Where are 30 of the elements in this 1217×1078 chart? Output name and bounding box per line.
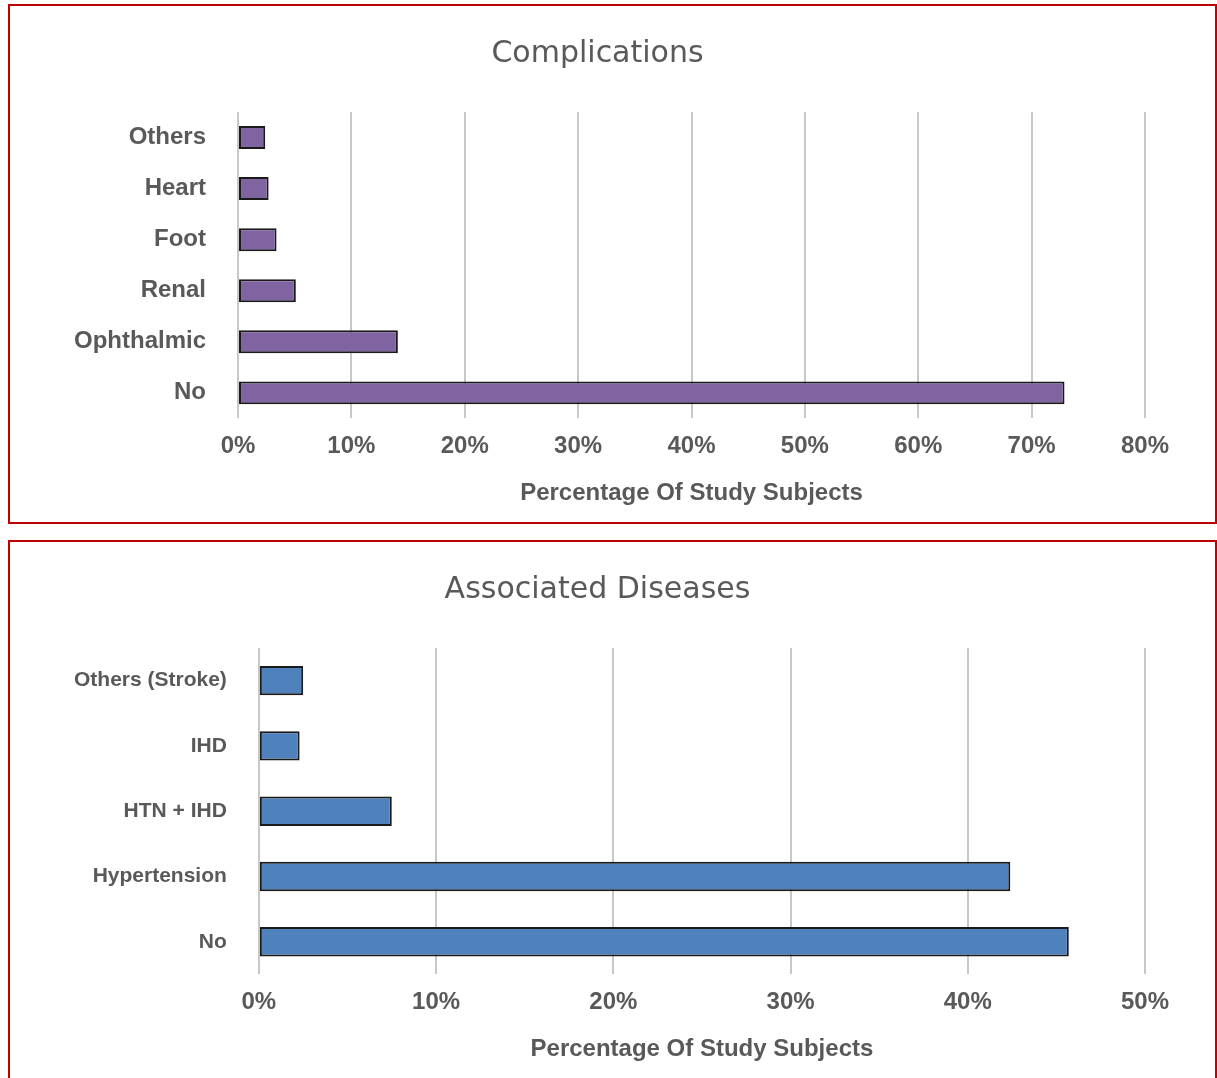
y-tick-label: Ophthalmic <box>74 326 207 354</box>
x-tick-label: 30% <box>766 987 815 1015</box>
x-tick-label: 50% <box>780 431 829 459</box>
y-tick-label: No <box>198 928 227 952</box>
y-tick-label: Hypertension <box>92 863 227 887</box>
x-tick-label: 50% <box>1120 987 1170 1015</box>
y-tick-label: IHD <box>190 732 227 756</box>
x-tick-label: 20% <box>589 987 638 1015</box>
y-tick-label: Heart <box>144 173 207 201</box>
x-axis-title: Percentage Of Study Subjects <box>530 1034 874 1062</box>
x-tick-label: 40% <box>667 431 716 459</box>
x-tick-label: 0% <box>220 431 256 459</box>
x-tick-label: 10% <box>412 987 461 1015</box>
y-tick-label: HTN + IHD <box>123 798 227 821</box>
y-tick-label: Others <box>128 122 207 150</box>
chart-title: Associated Diseases <box>444 569 751 605</box>
x-tick-label: 80% <box>1120 431 1170 459</box>
chart-title: Complications <box>491 33 704 69</box>
y-tick-label: Renal <box>140 275 207 303</box>
x-tick-label: 30% <box>554 431 603 459</box>
x-tick-label: 40% <box>943 987 992 1015</box>
x-tick-label: 70% <box>1007 431 1056 459</box>
y-tick-label: No <box>174 377 207 405</box>
y-tick-label: Foot <box>154 224 207 252</box>
y-tick-label: Others (Stroke) <box>73 667 227 691</box>
x-tick-label: 0% <box>241 987 277 1015</box>
x-axis-title: Percentage Of Study Subjects <box>520 478 863 506</box>
x-tick-label: 10% <box>327 431 376 459</box>
x-tick-label: 20% <box>440 431 489 459</box>
x-tick-label: 60% <box>894 431 943 459</box>
